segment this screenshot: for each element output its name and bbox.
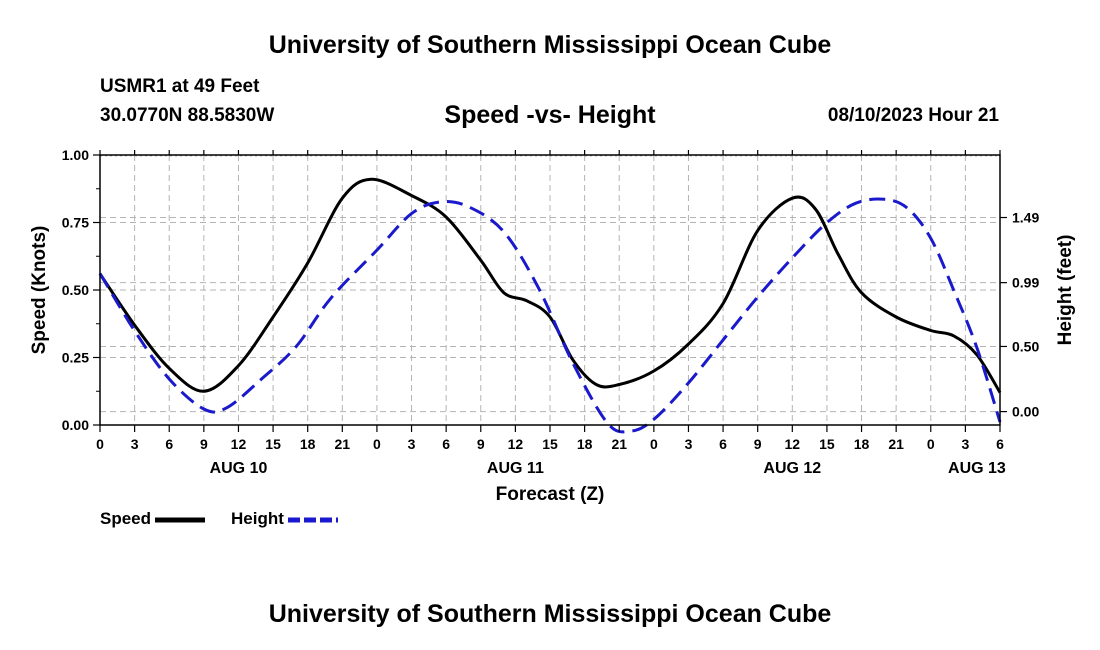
day-label: AUG 12 — [763, 460, 821, 477]
day-label: AUG 10 — [210, 460, 268, 477]
y-axis-label: Speed (Knots) — [29, 226, 50, 355]
y-tick-label: 0.25 — [62, 350, 89, 366]
x-tick-label: 3 — [131, 436, 139, 452]
y2-tick-label: 0.00 — [1012, 404, 1039, 420]
day-label: AUG 11 — [487, 460, 544, 477]
x-tick-label: 15 — [265, 436, 281, 452]
x-tick-label: 18 — [300, 436, 316, 452]
x-tick-label: 0 — [373, 436, 381, 452]
chart-title: Speed -vs- Height — [444, 101, 656, 129]
legend-height-swatch — [287, 517, 338, 523]
legend-speed-swatch — [155, 517, 206, 523]
x-tick-label: 3 — [685, 436, 693, 452]
day-label: AUG 13 — [948, 460, 1006, 477]
y2-axis-label: Height (feet) — [1055, 235, 1076, 346]
x-tick-label: 18 — [854, 436, 870, 452]
x-tick-label: 21 — [335, 436, 351, 452]
coordinates-label: 30.0770N 88.5830W — [100, 105, 275, 126]
y-tick-label: 0.50 — [62, 282, 89, 298]
x-axis-label: Forecast (Z) — [496, 484, 605, 505]
x-tick-label: 0 — [927, 436, 935, 452]
y2-tick-label: 1.49 — [1012, 210, 1039, 226]
x-tick-label: 6 — [165, 436, 173, 452]
y2-tick-label: 0.99 — [1012, 275, 1039, 291]
x-tick-label: 3 — [408, 436, 416, 452]
speed-series-line — [98, 177, 1002, 394]
x-tick-label: 12 — [231, 436, 247, 452]
y-tick-label: 0.00 — [62, 417, 89, 433]
x-tick-label: 9 — [477, 436, 485, 452]
legend-speed: Speed — [100, 509, 207, 529]
y-tick-label: 0.75 — [62, 215, 89, 231]
footer-title: University of Southern Mississippi Ocean… — [268, 600, 832, 628]
x-tick-label: 6 — [996, 436, 1004, 452]
x-tick-label: 15 — [819, 436, 835, 452]
x-tick-label: 18 — [577, 436, 593, 452]
x-tick-label: 21 — [888, 436, 904, 452]
page-title: University of Southern Mississippi Ocean… — [268, 31, 832, 59]
legend-speed-label: Speed — [100, 509, 152, 528]
x-tick-label: 21 — [611, 436, 627, 452]
forecast-datetime: 08/10/2023 Hour 21 — [827, 105, 999, 126]
x-tick-label: 9 — [200, 436, 208, 452]
x-tick-label: 0 — [96, 436, 104, 452]
legend-height: Height — [231, 509, 340, 529]
y-tick-label: 1.00 — [62, 147, 89, 163]
x-tick-label: 6 — [719, 436, 727, 452]
y2-tick-label: 0.50 — [1012, 338, 1039, 354]
axes: 0 3 6 9 12 15 18 21 0 3 6 9 12 15 18 21 0 3 6 9 12 15 18 21 0 3 6 A… — [62, 147, 1040, 477]
series-lines — [98, 177, 1002, 434]
station-label: USMR1 at 49 Feet — [100, 76, 260, 97]
x-tick-label: 6 — [442, 436, 450, 452]
x-tick-label: 15 — [542, 436, 558, 452]
x-tick-label: 9 — [754, 436, 762, 452]
x-tick-label: 12 — [785, 436, 801, 452]
x-tick-label: 3 — [961, 436, 969, 452]
legend-height-label: Height — [231, 509, 284, 528]
x-tick-label: 12 — [508, 436, 524, 452]
x-tick-label: 0 — [650, 436, 658, 452]
grid-lines — [100, 155, 1000, 425]
